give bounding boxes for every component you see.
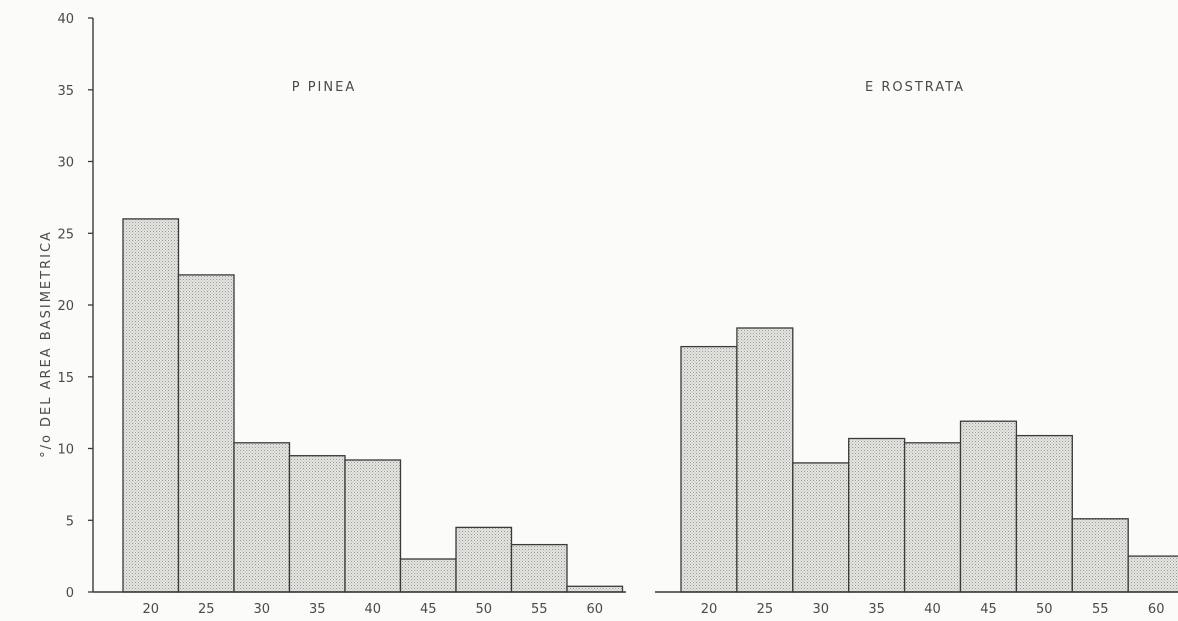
y-tick-label: 10 <box>57 443 74 458</box>
x-tick-label: 30 <box>813 602 830 617</box>
y-tick-label: 25 <box>57 227 74 242</box>
x-tick-label: 20 <box>701 602 718 617</box>
y-tick-label: 35 <box>57 84 74 99</box>
y-tick-label: 15 <box>57 371 74 386</box>
bar-30 <box>233 442 291 593</box>
bar-20 <box>122 218 180 593</box>
bar-40 <box>344 459 402 593</box>
y-tick-label: 20 <box>57 299 74 314</box>
x-tick-label: 45 <box>420 602 437 617</box>
x-tick-label: 45 <box>980 602 997 617</box>
x-tick-label: 25 <box>757 602 774 617</box>
bar-50 <box>1015 434 1073 593</box>
chart-panel-p-pinea: P PINEA 20 25 30 35 40 45 50 55 60 0 5 10 15 20 25 30 35… <box>57 12 626 617</box>
bar-60 <box>1127 555 1178 593</box>
bar-55 <box>1071 518 1129 593</box>
x-tick-label: 25 <box>198 602 215 617</box>
x-tick-label: 35 <box>868 602 885 617</box>
x-tick-label: 30 <box>254 602 271 617</box>
x-tick-label: 40 <box>365 602 382 617</box>
x-tick-label: 35 <box>309 602 326 617</box>
bar-60 <box>566 585 624 593</box>
y-tick-label: 5 <box>66 514 74 529</box>
bar-55 <box>510 543 568 593</box>
bar-25 <box>177 274 235 593</box>
y-tick-label: 30 <box>57 156 74 171</box>
bar-45 <box>399 558 457 593</box>
x-tick-label: 60 <box>1148 602 1165 617</box>
bar-20 <box>680 345 738 593</box>
bar-40 <box>903 442 962 593</box>
bar-50 <box>455 526 513 593</box>
y-tick-label: 40 <box>57 12 74 27</box>
bar-45 <box>959 420 1018 593</box>
chart-title-p-pinea: P PINEA <box>292 80 356 95</box>
y-axis-label: °/o DEL AREA BASIMETRICA <box>39 230 54 458</box>
bar-30 <box>792 462 850 593</box>
x-tick-label: 20 <box>143 602 160 617</box>
x-tick-label: 50 <box>1036 602 1053 617</box>
chart-panel-e-rostrata: E ROSTRATA 20 25 30 35 40 45 50 55 60 <box>655 80 1178 617</box>
chart-title-e-rostrata: E ROSTRATA <box>865 80 965 95</box>
x-tick-label: 55 <box>531 602 548 617</box>
x-tick-label: 50 <box>476 602 493 617</box>
x-tick-label: 55 <box>1092 602 1109 617</box>
y-tick-label: 0 <box>66 586 74 601</box>
x-tick-label: 40 <box>924 602 941 617</box>
bar-25 <box>736 327 794 593</box>
bar-35 <box>288 455 346 593</box>
x-tick-label: 60 <box>587 602 604 617</box>
bar-35 <box>848 437 906 593</box>
